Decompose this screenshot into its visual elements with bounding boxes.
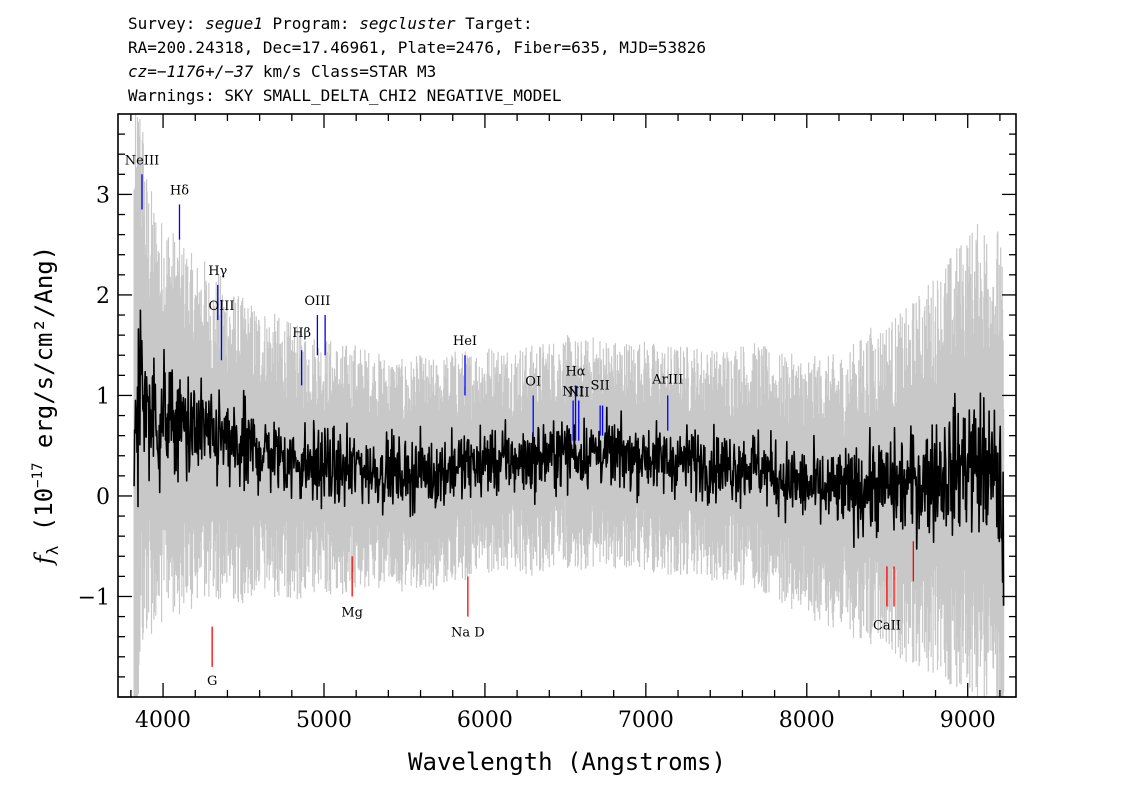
y-tick-label: −1 [78, 585, 110, 610]
absorption-line-label: CaII [873, 619, 901, 634]
x-tick-label: 6000 [457, 708, 513, 733]
emission-line-label: ArIII [651, 372, 683, 387]
cz-value: =−1176+/−37 [147, 62, 254, 81]
header-line-warnings: Warnings: SKY SMALL_DELTA_CHI2 NEGATIVE_… [128, 86, 562, 105]
header-line-coordinates: RA=200.24318, Dec=17.46961, Plate=2476, … [128, 38, 706, 57]
y-tick-label: 3 [96, 183, 110, 208]
x-axis-title: Wavelength (Angstroms) [408, 748, 726, 776]
absorption-line-label: Na D [451, 626, 485, 641]
axes: 4000 5000 6000 7000 8000 9000 −1 0 1 2 3 [78, 113, 1017, 733]
emission-line-label: SII [591, 378, 610, 393]
header-line-redshift: cz=−1176+/−37 km/s Class=STAR M3 [128, 62, 437, 81]
emission-line-label: OI [525, 374, 541, 389]
emission-line-label: OIII [304, 294, 330, 309]
x-tick-label: 5000 [296, 708, 352, 733]
spectrum-header: Survey: segue1 Program: segcluster Targe… [128, 12, 706, 108]
x-tick-label: 8000 [779, 708, 835, 733]
emission-line-label: OIII [208, 299, 234, 314]
emission-line-label: NII [562, 384, 584, 399]
y-tick-label: 1 [96, 384, 110, 409]
absorption-line-label: Mg [341, 606, 363, 621]
emission-line-label: Hδ [170, 183, 189, 198]
x-tick-label: 4000 [135, 708, 191, 733]
y-tick-label: 0 [96, 485, 110, 510]
flux-line [133, 309, 1005, 606]
header-line-survey: Survey: segue1 Program: segcluster Targe… [128, 14, 533, 33]
emission-line-label: NII [568, 385, 590, 400]
emission-line-label: Hβ [292, 326, 311, 341]
plot-frame [117, 113, 1017, 698]
emission-line-label: Hα [565, 364, 585, 379]
flux-series [133, 309, 1005, 606]
emission-line-label: NeIII [125, 153, 159, 168]
program-name: segcluster [359, 14, 456, 33]
emission-line-label: HeI [453, 334, 477, 349]
y-axis-title: fλ (10−17 erg/s/cm²/Ang) [30, 246, 62, 566]
emission-line-label: Hγ [208, 264, 227, 279]
x-tick-label: 7000 [618, 708, 674, 733]
absorption-line-label: G [207, 674, 217, 689]
y-tick-label: 2 [96, 284, 110, 309]
x-tick-label: 9000 [940, 708, 996, 733]
survey-name: segue1 [205, 14, 263, 33]
